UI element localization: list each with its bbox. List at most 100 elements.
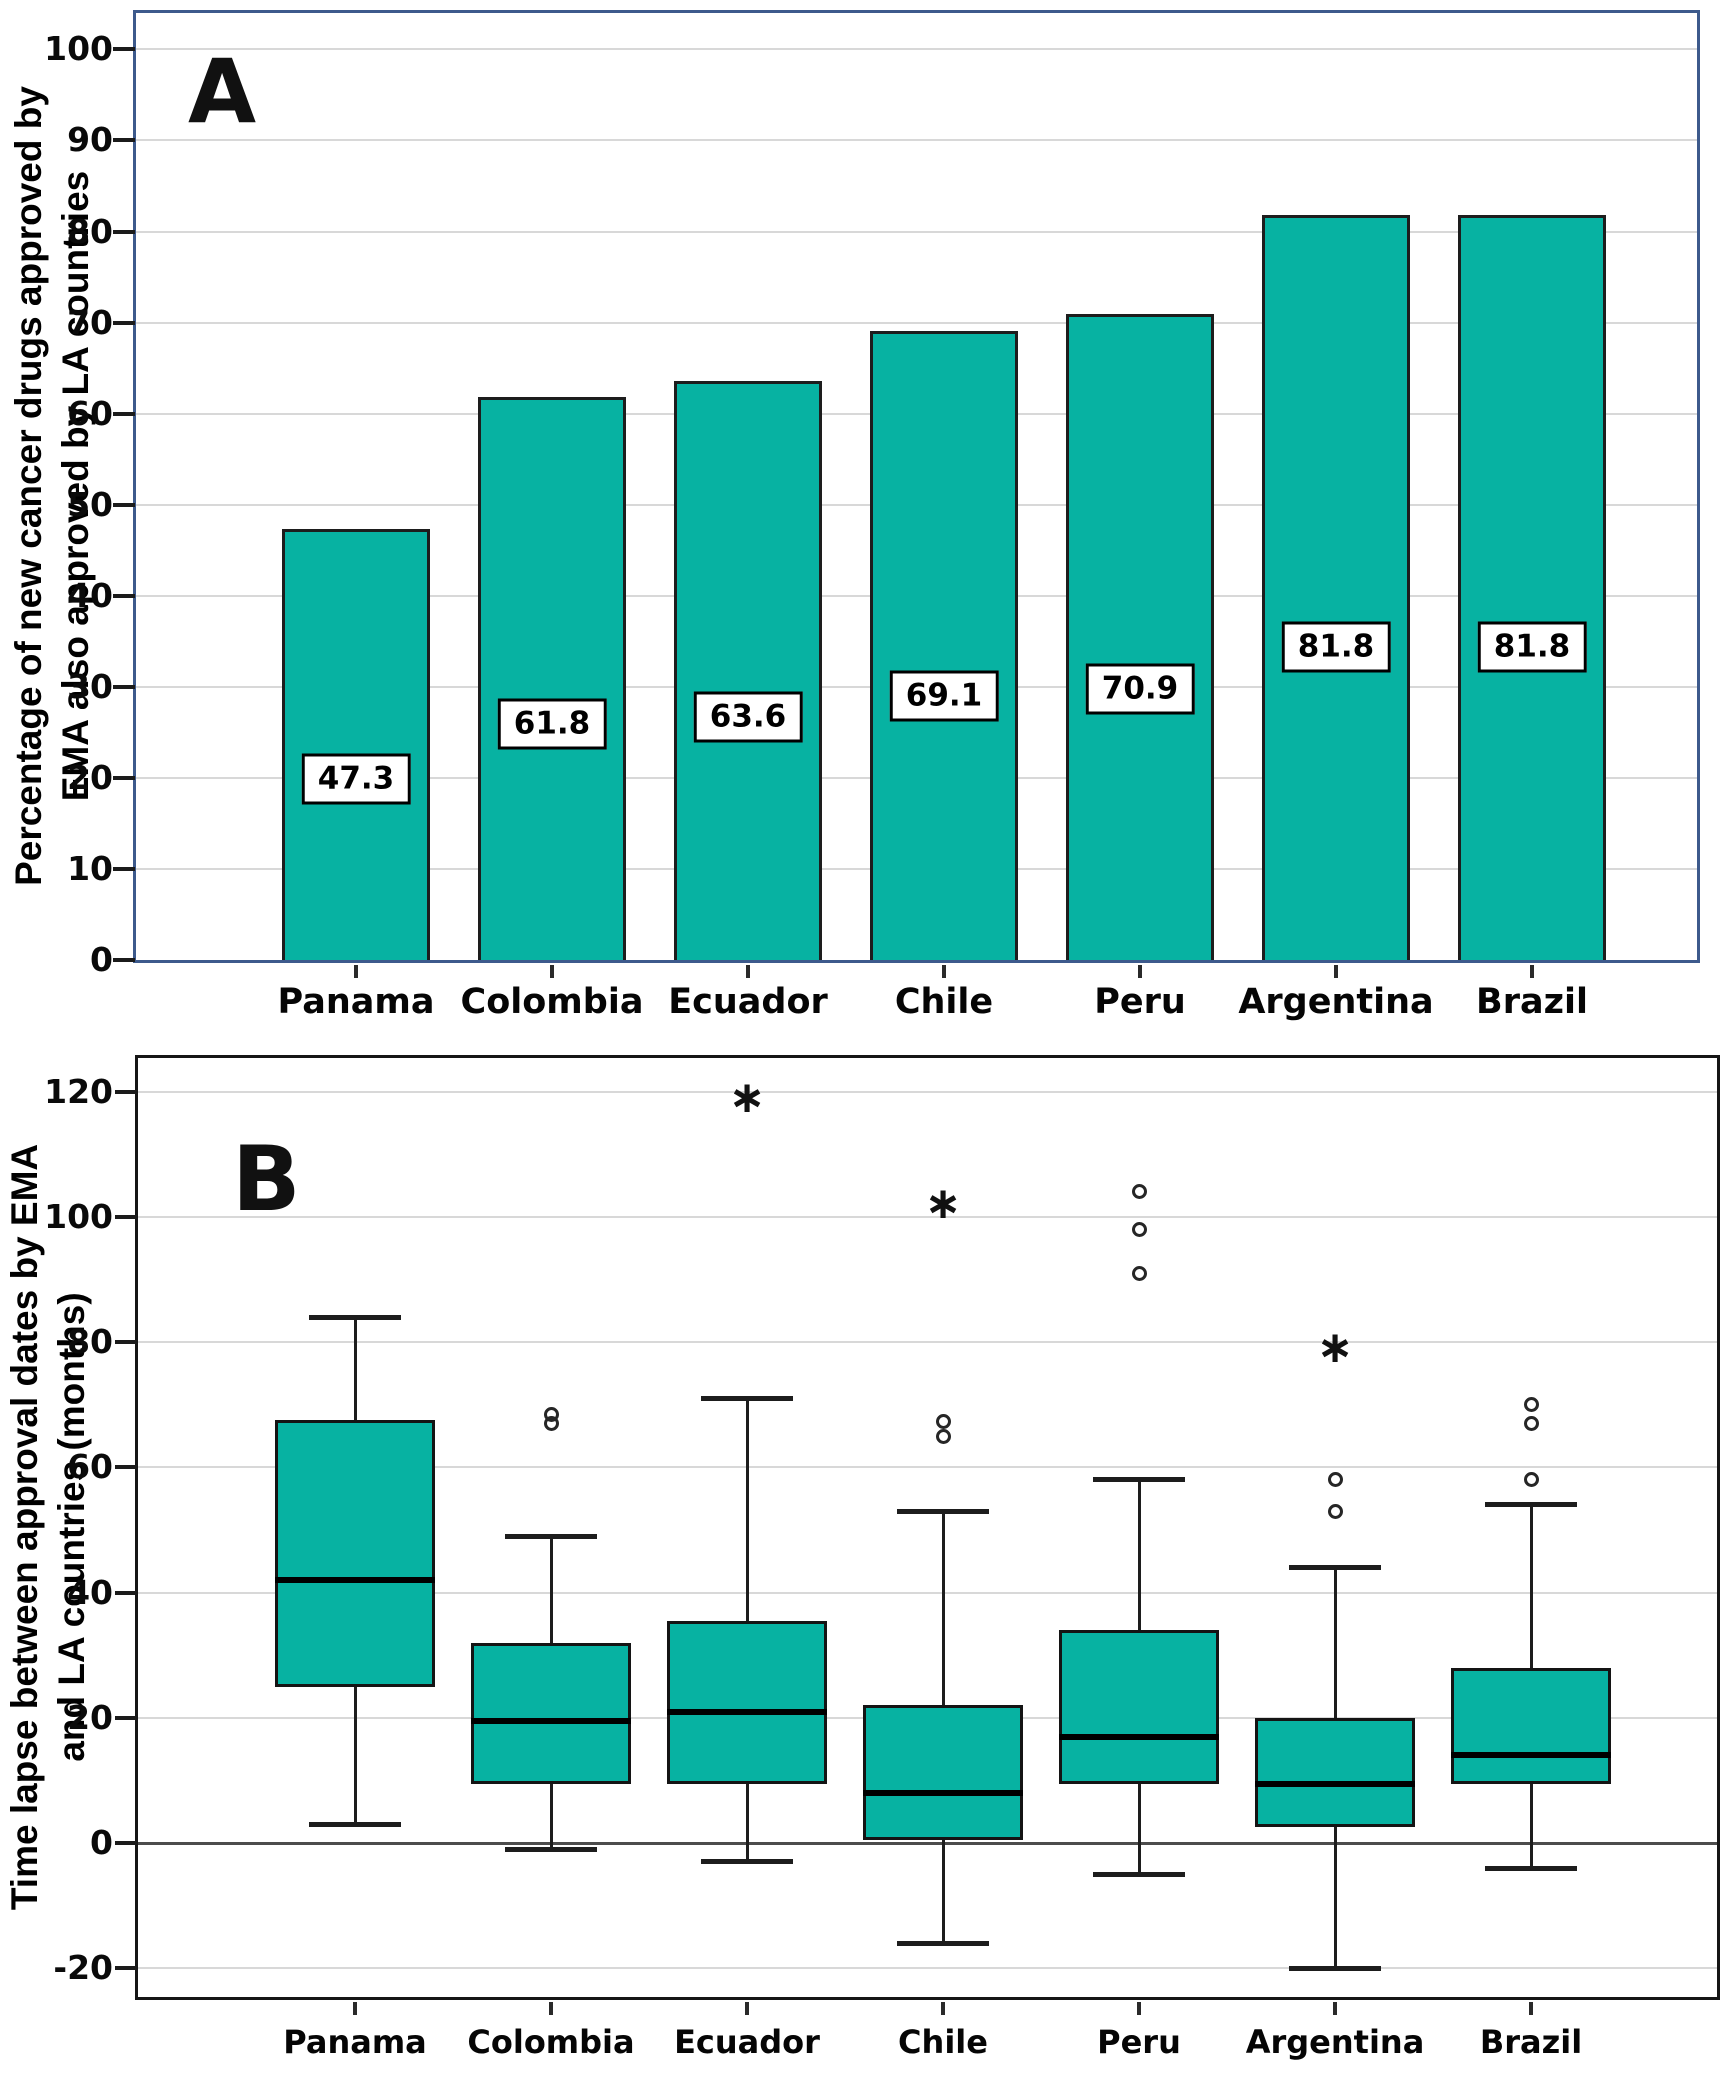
panel-a-bar-chart: Percentage of new cancer drugs approved … xyxy=(8,10,1700,1022)
bar-colombia xyxy=(478,397,626,960)
extreme-star-icon-ecuador-0: ∗ xyxy=(728,1072,766,1124)
x-axis-label-colombia: Colombia xyxy=(467,2023,635,2061)
upper-whisker-cap-chile xyxy=(897,1508,989,1514)
iqr-box-ecuador xyxy=(667,1620,827,1784)
gridline-y-90 xyxy=(136,139,1697,142)
median-line-peru xyxy=(1059,1733,1219,1740)
lower-whisker-argentina xyxy=(1333,1827,1337,1969)
outlier-circle-icon-argentina-1 xyxy=(1327,1472,1343,1488)
x-tick-mark-peru xyxy=(1137,2002,1141,2015)
y-tick-mark-90 xyxy=(113,138,135,143)
x-tick-mark-chile xyxy=(941,2002,945,2015)
x-tick-mark-peru xyxy=(1138,965,1142,978)
outlier-circle-icon-chile-1 xyxy=(935,1414,951,1430)
outlier-circle-icon-brazil-2 xyxy=(1523,1397,1539,1413)
iqr-box-argentina xyxy=(1255,1717,1415,1828)
y-tick-label-20: 20 xyxy=(67,757,113,797)
bar-value-label-peru: 70.9 xyxy=(1085,663,1195,715)
gridline-y-100 xyxy=(136,48,1697,51)
y-tick-label-70: 70 xyxy=(67,302,113,342)
y-tick-mark-70 xyxy=(113,320,135,325)
y-tick-mark-10 xyxy=(113,866,135,871)
y-tick-mark-0 xyxy=(115,1841,137,1845)
x-axis-label-peru: Peru xyxy=(1097,2023,1181,2061)
x-tick-mark-ecuador xyxy=(746,965,750,978)
y-tick-label-100: 100 xyxy=(44,1197,113,1236)
y-tick-label-0: 0 xyxy=(90,940,113,979)
outlier-circle-icon-brazil-0 xyxy=(1523,1472,1539,1488)
iqr-box-colombia xyxy=(471,1642,631,1784)
y-tick-label-60: 60 xyxy=(67,393,113,433)
bar-brazil xyxy=(1458,215,1606,960)
y-tick-label-20: 20 xyxy=(67,1697,113,1737)
x-tick-mark-chile xyxy=(942,965,946,978)
x-tick-mark-panama xyxy=(353,2002,357,2015)
lower-whisker-cap-peru xyxy=(1093,1871,1185,1877)
gridline-y-100 xyxy=(138,1216,1717,1218)
y-tick-mark-60 xyxy=(113,411,135,416)
bar-peru xyxy=(1066,314,1214,960)
y-tick-mark-80 xyxy=(113,229,135,234)
y-tick-label-60: 60 xyxy=(67,1447,113,1487)
x-axis-label-peru: Peru xyxy=(1094,982,1186,1022)
lower-whisker-peru xyxy=(1137,1783,1141,1875)
iqr-box-brazil xyxy=(1451,1667,1611,1784)
upper-whisker-cap-argentina xyxy=(1289,1565,1381,1571)
y-tick-label-80: 80 xyxy=(67,211,113,251)
median-line-colombia xyxy=(471,1717,631,1724)
y-tick-mark--20 xyxy=(115,1966,137,1971)
bar-value-label-panama: 47.3 xyxy=(301,753,411,805)
extreme-star-icon-chile-0: ∗ xyxy=(924,1178,962,1230)
x-axis-label-colombia: Colombia xyxy=(460,982,644,1022)
extreme-star-icon-argentina-0: ∗ xyxy=(1316,1322,1354,1374)
upper-whisker-brazil xyxy=(1529,1504,1533,1668)
outlier-circle-icon-peru-1 xyxy=(1131,1222,1147,1238)
lower-whisker-cap-ecuador xyxy=(701,1859,793,1865)
median-line-argentina xyxy=(1255,1780,1415,1787)
upper-whisker-cap-brazil xyxy=(1485,1502,1577,1508)
y-tick-label-100: 100 xyxy=(44,29,113,69)
outlier-circle-icon-peru-0 xyxy=(1131,1265,1147,1281)
median-line-ecuador xyxy=(667,1708,827,1715)
outlier-circle-icon-argentina-0 xyxy=(1327,1503,1343,1519)
panel-b-box-plot: Time lapse between approval dates by EMA… xyxy=(0,1040,1728,2080)
panel-b-y-axis-title-line2: and LA countries (months) xyxy=(51,1292,92,1762)
y-tick-mark-120 xyxy=(115,1089,137,1094)
gridline-y-60 xyxy=(138,1466,1717,1469)
lower-whisker-cap-argentina xyxy=(1289,1965,1381,1971)
upper-whisker-chile xyxy=(941,1511,945,1706)
lower-whisker-colombia xyxy=(549,1783,553,1850)
gridline-y-80 xyxy=(138,1341,1717,1344)
y-tick-label-80: 80 xyxy=(67,1322,113,1362)
iqr-box-panama xyxy=(275,1420,435,1687)
bar-value-label-brazil: 81.8 xyxy=(1477,621,1587,673)
median-line-panama xyxy=(275,1577,435,1584)
y-tick-mark-100 xyxy=(113,47,135,52)
iqr-box-chile xyxy=(863,1705,1023,1840)
median-line-brazil xyxy=(1451,1752,1611,1759)
x-tick-mark-colombia xyxy=(549,2002,553,2015)
x-tick-mark-brazil xyxy=(1529,2002,1533,2015)
bar-argentina xyxy=(1262,215,1410,960)
upper-whisker-cap-peru xyxy=(1093,1477,1185,1483)
bar-value-label-argentina: 81.8 xyxy=(1281,621,1391,673)
x-axis-label-chile: Chile xyxy=(898,2023,988,2061)
x-tick-mark-colombia xyxy=(550,965,554,978)
panel-b-letter: B xyxy=(232,1127,301,1232)
lower-whisker-cap-colombia xyxy=(505,1846,597,1852)
y-tick-mark-100 xyxy=(115,1215,137,1219)
y-tick-mark-30 xyxy=(113,684,135,689)
panel-b-y-axis-title: Time lapse between approval dates by EMA… xyxy=(1,1144,95,1910)
bar-ecuador xyxy=(674,380,822,960)
y-tick-mark-60 xyxy=(115,1465,137,1470)
y-tick-mark-50 xyxy=(113,502,135,507)
outlier-circle-icon-chile-0 xyxy=(935,1428,951,1444)
x-axis-label-argentina: Argentina xyxy=(1245,2023,1425,2061)
upper-whisker-cap-panama xyxy=(309,1314,401,1320)
lower-whisker-cap-chile xyxy=(897,1940,989,1946)
panel-b-y-axis-title-line1: Time lapse between approval dates by EMA xyxy=(4,1143,45,1911)
bar-value-label-ecuador: 63.6 xyxy=(693,691,803,743)
zero-reference-line xyxy=(138,1841,1717,1845)
upper-whisker-ecuador xyxy=(745,1398,749,1621)
lower-whisker-panama xyxy=(353,1686,357,1825)
